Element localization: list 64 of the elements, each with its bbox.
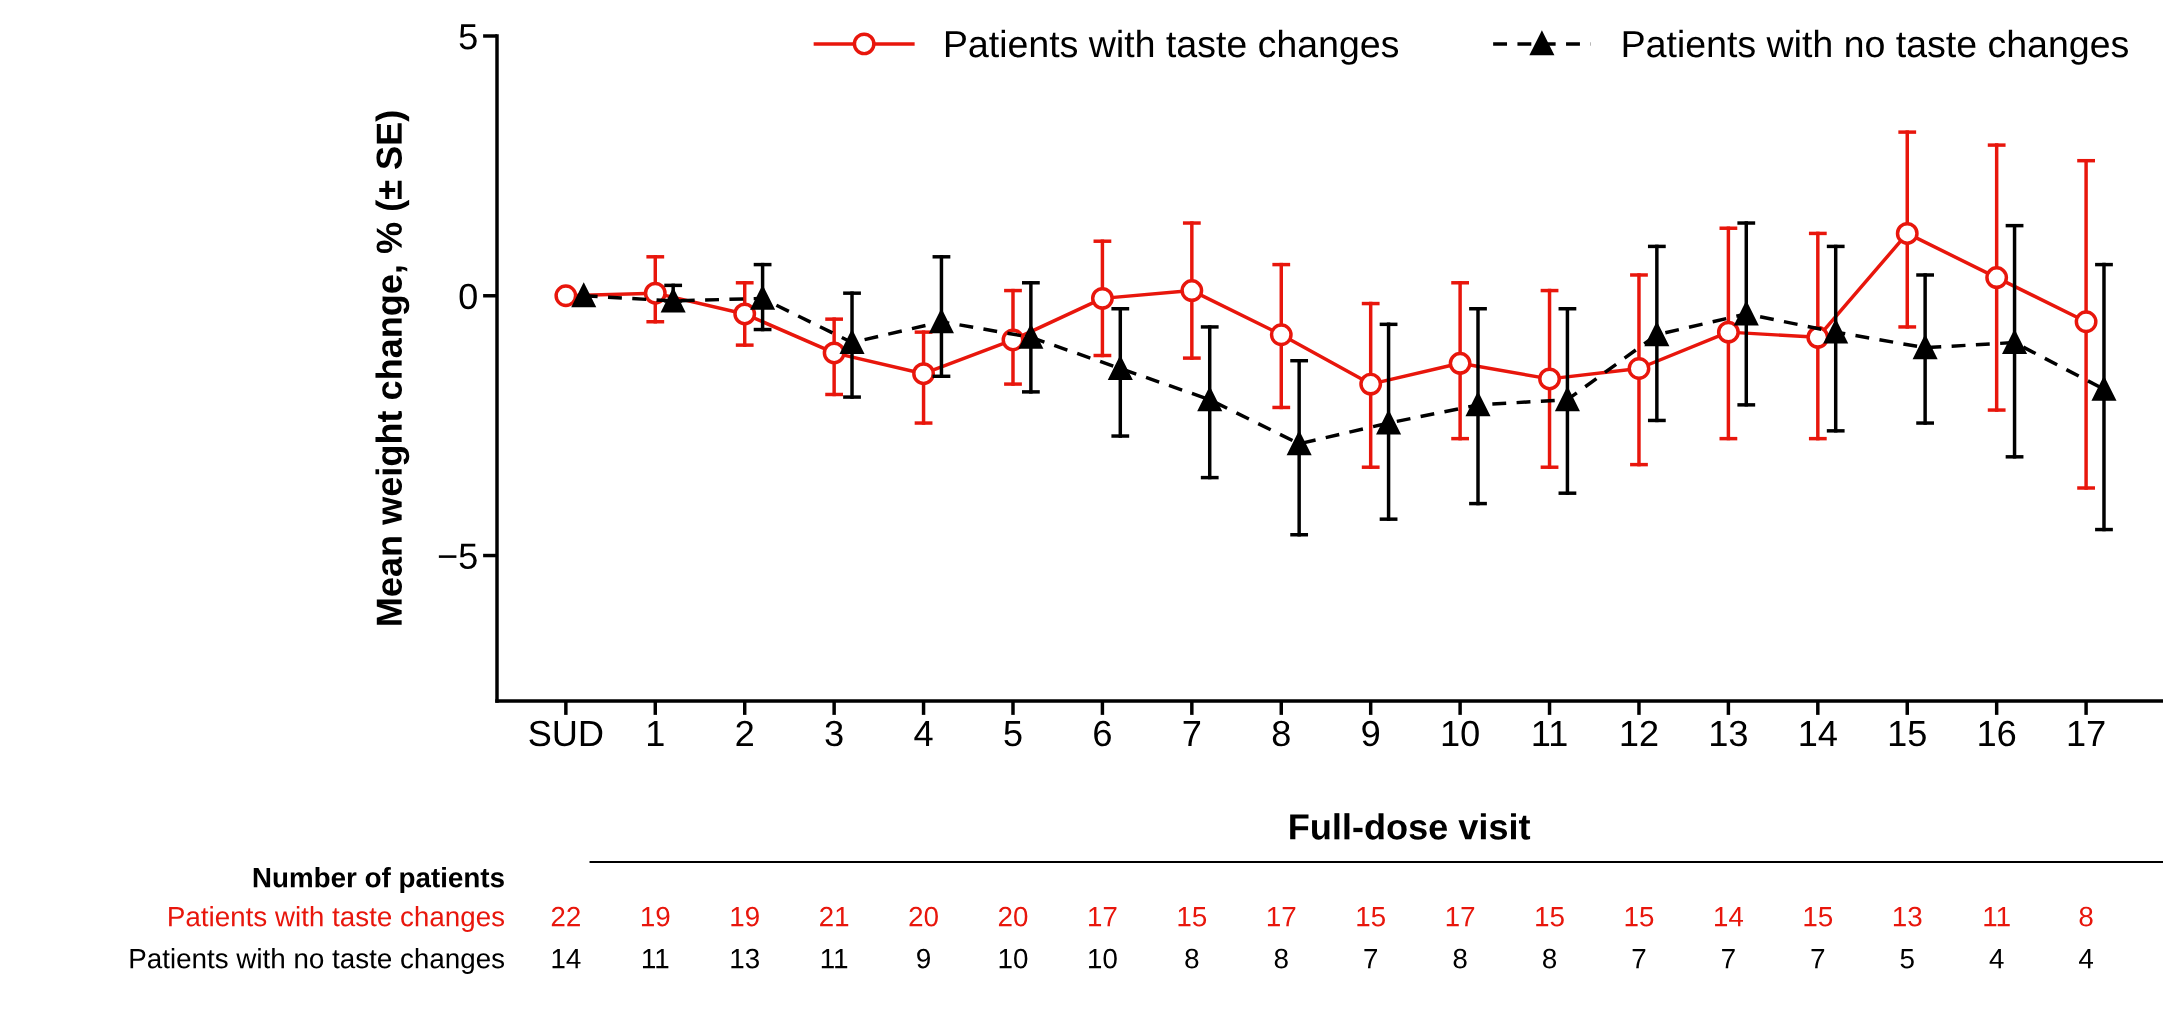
- text: Number of patients: [253, 867, 504, 893]
- x-tick-label: 3: [825, 720, 843, 747]
- text: 8: [2079, 906, 2093, 927]
- x-tick-label: 4: [914, 721, 933, 746]
- text: 15: [1804, 907, 1833, 927]
- x-tick-label: SUD: [529, 720, 603, 747]
- text: 8: [1274, 948, 1288, 969]
- text: 8: [1185, 948, 1199, 969]
- text: 9: [917, 948, 930, 969]
- x-axis-title: Full-dose visit: [1290, 813, 1531, 840]
- text: 20: [909, 906, 938, 927]
- y-tick-label: 0: [459, 283, 477, 310]
- text: 15: [1357, 907, 1385, 927]
- text: 17: [1446, 907, 1475, 927]
- text: 7: [1811, 949, 1825, 969]
- text: 15: [1625, 907, 1654, 927]
- text: 7: [1632, 949, 1646, 969]
- text: 10: [1089, 948, 1117, 969]
- text: 7: [1722, 949, 1735, 969]
- text: 22: [551, 906, 580, 927]
- text: 5: [1900, 949, 1914, 969]
- text: 8: [1453, 948, 1467, 969]
- x-tick-label: 1: [648, 721, 664, 746]
- x-tick-label: 8: [1272, 720, 1290, 747]
- text: Patients with no taste changes: [130, 948, 505, 974]
- text: 19: [731, 906, 759, 927]
- legend-label: Patients with taste changes: [945, 29, 1399, 65]
- text: 15: [1178, 907, 1207, 927]
- text: 13: [1893, 906, 1922, 927]
- text: 7: [1364, 949, 1378, 969]
- text: 11: [1984, 907, 2010, 927]
- x-tick-label: 9: [1362, 720, 1380, 747]
- x-tick-label: 16: [1979, 720, 2016, 747]
- y-axis-title: Mean weight change, % (± SE): [375, 111, 410, 625]
- text: 14: [552, 949, 581, 969]
- text: 17: [1089, 907, 1117, 927]
- x-tick-label: 14: [1800, 721, 1837, 746]
- text: 14: [1715, 907, 1744, 927]
- text: 20: [998, 906, 1028, 927]
- text: Patients with taste changes: [169, 906, 505, 932]
- text: 21: [820, 906, 849, 927]
- x-tick-label: 5: [1004, 721, 1022, 747]
- text: 4: [1989, 949, 2004, 969]
- text: 13: [731, 948, 759, 969]
- x-tick-label: 7: [1183, 721, 1201, 746]
- text: 15: [1536, 907, 1564, 927]
- x-tick-label: 12: [1621, 720, 1658, 746]
- y-tick-label: −5: [438, 543, 477, 569]
- text: 10: [999, 948, 1028, 969]
- y-tick-label: 5: [459, 24, 477, 50]
- text: 8: [1543, 948, 1557, 969]
- text: 11: [642, 949, 669, 969]
- x-tick-label: 2: [736, 720, 753, 746]
- x-tick-label: 11: [1533, 721, 1567, 746]
- x-tick-label: 13: [1711, 720, 1747, 747]
- legend-label: Patients with no taste changes: [1623, 29, 2128, 65]
- text: 17: [1267, 907, 1296, 927]
- x-tick-label: 17: [2068, 721, 2105, 746]
- x-tick-label: 6: [1094, 720, 1111, 747]
- text: 11: [821, 949, 848, 969]
- text: 19: [641, 906, 670, 927]
- text: 4: [2079, 949, 2094, 969]
- x-tick-label: 10: [1442, 720, 1479, 747]
- x-tick-label: 15: [1889, 721, 1926, 747]
